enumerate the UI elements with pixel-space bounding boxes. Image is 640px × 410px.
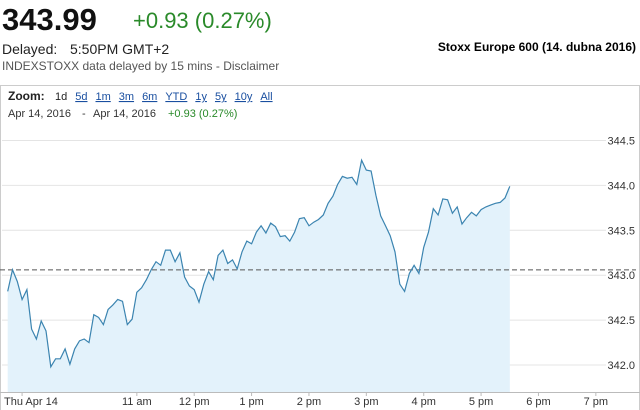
x-tick-label: 11 am <box>122 396 152 408</box>
zoom-option[interactable]: 6m <box>142 91 157 103</box>
plot: 342.0 342.5 343.0 343.5 344.0 344.5 Thu Apr 14… <box>0 135 640 408</box>
range-change: +0.93 (0.27%) <box>168 108 237 120</box>
y-tick-label: 344.0 <box>607 180 635 192</box>
x-tick-label: 2 pm <box>297 396 321 408</box>
zoom-option[interactable]: All <box>260 91 272 103</box>
zoom-option[interactable]: 3m <box>119 91 134 103</box>
zoom-option[interactable]: 1m <box>96 91 111 103</box>
area-fill <box>7 160 510 392</box>
x-tick-label: 7 pm <box>584 396 608 408</box>
range-end: Apr 14, 2016 <box>93 108 156 120</box>
price-line <box>7 158 511 369</box>
x-tick-label: 5 pm <box>469 396 493 408</box>
x-tick-label: 3 pm <box>354 396 378 408</box>
delayed-label: Delayed: <box>2 41 57 57</box>
zoom-label: Zoom: <box>8 89 45 103</box>
zoom-option[interactable]: 5d <box>75 91 87 103</box>
y-tick-label: 342.5 <box>607 315 635 327</box>
delayed-time: 5:50PM GMT+2 <box>70 41 169 57</box>
range-start: Apr 14, 2016 <box>8 108 71 120</box>
y-tick-label: 342.0 <box>607 360 635 372</box>
y-tick-label: 343.0 <box>607 270 635 282</box>
x-tick-label: Thu Apr 14 <box>4 396 58 408</box>
x-tick-label: 6 pm <box>526 396 550 408</box>
price: 343.99 <box>2 2 97 37</box>
y-tick-label: 343.5 <box>607 225 635 237</box>
range-separator: - <box>82 108 86 120</box>
zoom-option[interactable]: 5y <box>215 91 227 103</box>
x-tick-label: 1 pm <box>239 396 263 408</box>
price-change: +0.93 (0.27%) <box>133 8 272 33</box>
zoom-option[interactable]: 10y <box>235 91 253 103</box>
x-tick-label: 12 pm <box>179 396 210 408</box>
zoom-options: 1d 5d 1m 3m 6m YTD 1y 5y 10y All <box>55 91 273 103</box>
chart-title: Stoxx Europe 600 (14. dubna 2016) <box>438 40 636 54</box>
y-tick-label: 344.5 <box>607 135 635 147</box>
disclaimer: INDEXSTOXX data delayed by 15 mins - Dis… <box>2 59 279 73</box>
zoom-option[interactable]: 1y <box>195 91 207 103</box>
zoom-option[interactable]: 1d <box>55 91 67 103</box>
zoom-option[interactable]: YTD <box>165 91 187 103</box>
x-tick-label: 4 pm <box>411 396 435 408</box>
